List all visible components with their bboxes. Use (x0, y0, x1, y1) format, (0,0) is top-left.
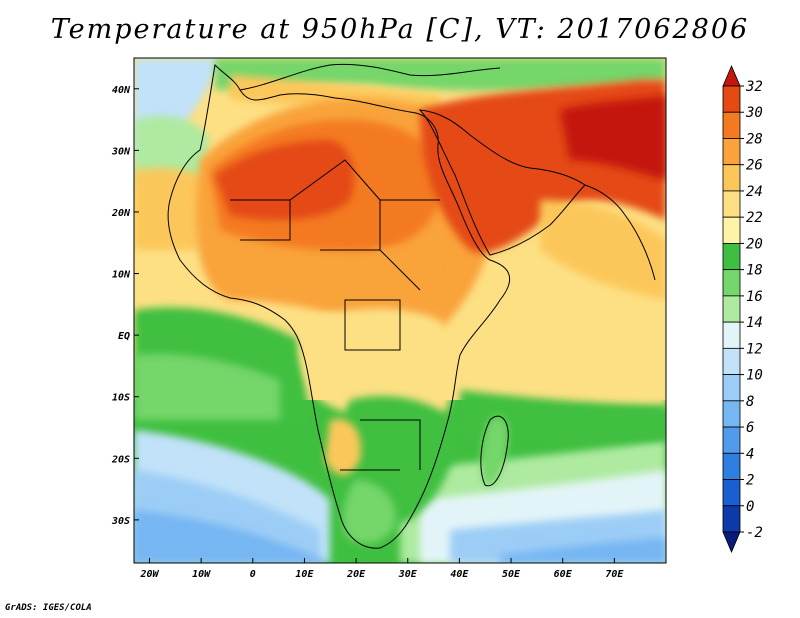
colorbar-swatch (722, 505, 741, 533)
colorbar-swatch (722, 64, 741, 87)
plot-frame (133, 57, 667, 564)
lon-tick-label: 50E (502, 569, 521, 580)
lon-tick-label: 60E (554, 569, 573, 580)
colorbar-label: 14 (746, 315, 763, 331)
credit-text: GrADS: IGES/COLA (5, 603, 92, 613)
colorbar-swatch (722, 452, 741, 480)
colorbar-label: 4 (746, 446, 754, 462)
lat-tick-label: 20S (111, 454, 130, 465)
colorbar-swatch (722, 321, 741, 349)
lon-tick-label: 20W (139, 569, 159, 580)
colorbar-swatch (722, 164, 741, 192)
colorbar-swatch (722, 531, 741, 554)
colorbar-label: 26 (746, 158, 763, 174)
colorbar-label: 0 (746, 499, 754, 515)
colorbar-swatch (722, 400, 741, 428)
colorbar-swatch (722, 479, 741, 507)
colorbar-swatch (722, 374, 741, 402)
colorbar-label: 30 (745, 105, 763, 121)
coastlines (167, 63, 656, 549)
colorbar-label: 32 (745, 79, 763, 95)
colorbar-label: 22 (746, 210, 763, 226)
colorbar-swatch (722, 111, 741, 139)
colorbar-label: 24 (746, 184, 763, 200)
colorbar-swatch (722, 138, 741, 166)
lat-tick-label: 30S (111, 516, 130, 527)
colorbar-label: 2 (746, 473, 754, 489)
lat-tick-label: 10S (112, 393, 130, 404)
colorbar-swatch (722, 243, 741, 271)
colorbar-swatch (722, 295, 741, 323)
colorbar-label: 20 (746, 236, 763, 252)
colorbar-swatch (722, 190, 741, 218)
colorbar-swatch (722, 269, 741, 297)
lon-tick-label: 30E (398, 569, 418, 580)
map-title: Temperature at 950hPa [C], VT: 201706280… (50, 14, 750, 45)
lat-tick-label: EQ (118, 331, 130, 342)
lat-tick-label: 20N (111, 208, 131, 219)
colorbar-label: 10 (746, 368, 763, 384)
latitude-axis: 40N 30N 20N 10N EQ 10S 20S 30S (111, 85, 139, 527)
lon-tick-label: 70E (605, 569, 624, 580)
colorbar-label: 28 (746, 131, 763, 147)
colorbar-label: 6 (746, 420, 754, 436)
colorbar-label: -2 (746, 525, 763, 541)
colorbar-swatch (722, 216, 741, 244)
lon-tick-label: 40E (450, 569, 469, 580)
lat-tick-label: 40N (112, 85, 131, 96)
lon-tick-label: 0 (250, 569, 256, 580)
colorbar-swatch (722, 426, 741, 454)
colorbar-swatch (722, 85, 741, 113)
colorbar-label: 12 (746, 341, 763, 357)
lon-tick-label: 10W (192, 569, 211, 580)
lat-tick-label: 30N (111, 146, 131, 157)
longitude-axis: 20W 10W 0 10E 20E 30E 40E 50E 60E 70E (139, 558, 624, 580)
colorbar-label: 16 (746, 289, 763, 305)
colorbar-swatch (722, 347, 741, 375)
colorbar-label: 8 (746, 394, 754, 410)
lon-tick-label: 10E (295, 569, 314, 580)
colorbar-label: 18 (746, 263, 763, 279)
lat-tick-label: 10N (112, 270, 131, 281)
lon-tick-label: 20E (346, 569, 366, 580)
